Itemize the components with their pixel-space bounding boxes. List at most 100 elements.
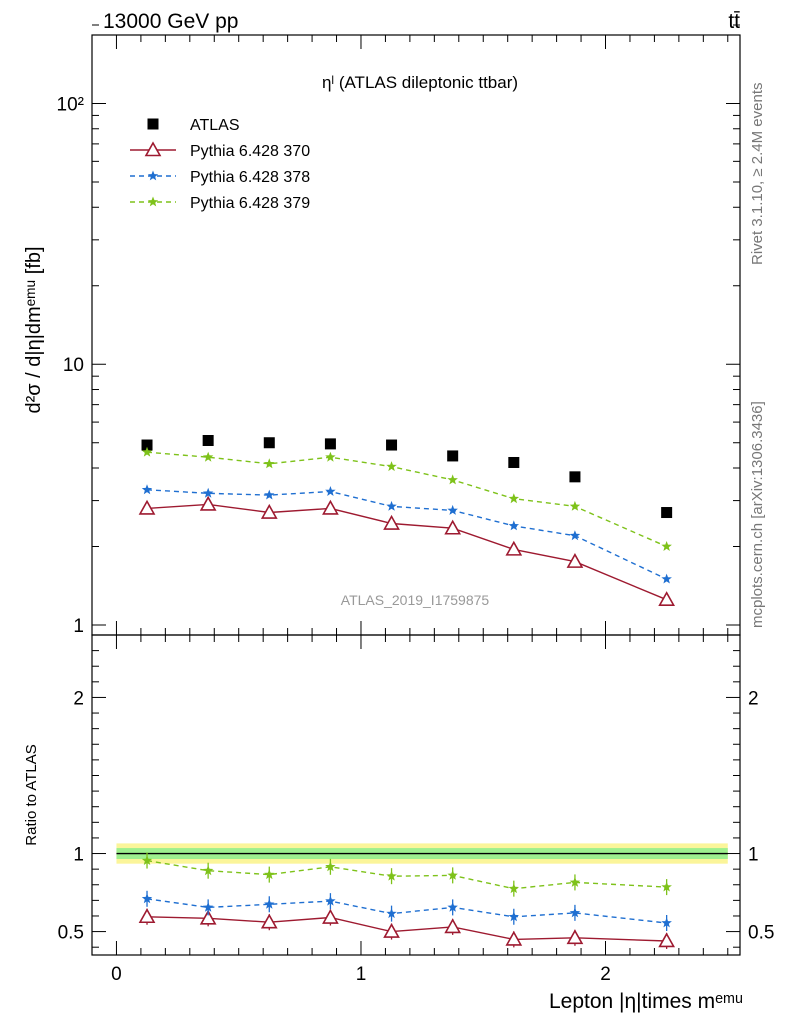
main-point-pythia-6-428-370 — [658, 591, 676, 607]
ratio-point-pythia-6-428-379 — [508, 883, 519, 894]
ratio-point-pythia-6-428-378 — [508, 911, 519, 922]
main-title: ηˡ (ATLAS dileptonic ttbar) — [322, 73, 518, 92]
ratio-plot-frame — [91, 634, 741, 956]
main-point-pythia-6-428-379 — [202, 451, 214, 462]
main-y-tick-label: 1 — [73, 616, 84, 637]
ratio-point-pythia-6-428-379 — [325, 861, 336, 872]
main-y-axis-label: d²σ / d|η|dmᵉᵐᵘ [fb] — [23, 246, 45, 413]
main-point-pythia-6-428-370 — [138, 499, 156, 515]
ratio-point-pythia-6-428-378 — [264, 898, 275, 909]
legend: ATLAS Pythia 6.428 370 Pythia 6.428 378 Pyt… — [130, 117, 310, 212]
main-point-pythia-6-428-378 — [264, 489, 275, 500]
ratio-point-pythia-6-428-378 — [141, 893, 153, 904]
main-point-pythia-6-428-370 — [260, 503, 278, 519]
ratio-point-pythia-6-428-379 — [386, 870, 397, 881]
main-point-atlas — [447, 450, 459, 462]
main-point-pythia-6-428-370 — [199, 495, 217, 511]
main-point-pythia-6-428-379 — [661, 541, 672, 551]
legend-marker-atlas — [147, 118, 159, 130]
ratio-point-pythia-6-428-378 — [202, 901, 214, 912]
ratio-point-pythia-6-428-370 — [566, 929, 584, 945]
legend-label-pythia-6-428-378: Pythia 6.428 378 — [190, 169, 310, 186]
ratio-plot-panel: Ratio to ATLAS Lepton |η|times mᵉᵐᵘ 0.5 0… — [23, 634, 774, 1013]
main-point-pythia-6-428-379 — [508, 493, 519, 504]
legend-label-pythia-6-428-379: Pythia 6.428 379 — [190, 195, 310, 212]
main-point-pythia-6-428-378 — [508, 520, 519, 531]
watermark: ATLAS_2019_I1759875 — [341, 592, 490, 608]
rivet-version-label: Rivet 3.1.10, ≥ 2.4M events — [749, 83, 766, 266]
x-tick-label: 2 — [600, 964, 611, 985]
ratio-point-pythia-6-428-370 — [260, 913, 278, 929]
ratio-point-pythia-6-428-378 — [447, 901, 458, 912]
ratio-point-pythia-6-428-379 — [447, 869, 458, 880]
ratio-line-pythia-6-428-370 — [146, 916, 667, 942]
main-point-pythia-6-428-378 — [447, 504, 458, 515]
ratio-y-tick-label-right: 0.5 — [748, 923, 774, 944]
ratio-point-pythia-6-428-370 — [658, 932, 676, 948]
ratio-point-pythia-6-428-370 — [322, 908, 339, 924]
main-point-pythia-6-428-379 — [325, 451, 336, 462]
main-y-tick-label: 10² — [57, 94, 84, 115]
main-plot-panel: ηˡ (ATLAS dileptonic ttbar) ATLAS_2019_I… — [23, 24, 741, 637]
ratio-y-tick-label: 0.5 — [58, 923, 84, 944]
x-axis-label: Lepton |η|times mᵉᵐᵘ — [549, 990, 743, 1013]
ratio-point-pythia-6-428-379 — [264, 869, 275, 880]
ratio-point-pythia-6-428-378 — [386, 908, 397, 919]
main-point-atlas — [202, 434, 214, 446]
main-line-pythia-6-428-379 — [146, 451, 667, 548]
main-point-atlas — [386, 439, 398, 451]
ratio-y-tick-label-right: 1 — [748, 845, 759, 866]
main-point-pythia-6-428-370 — [566, 552, 584, 568]
ratio-point-pythia-6-428-370 — [383, 922, 400, 938]
main-line-pythia-6-428-378 — [146, 489, 667, 580]
main-point-pythia-6-428-370 — [383, 514, 400, 530]
x-tick-label: 1 — [356, 964, 367, 985]
main-line-pythia-6-428-370 — [146, 503, 667, 601]
main-point-pythia-6-428-370 — [322, 499, 339, 515]
main-point-pythia-6-428-379 — [569, 500, 581, 511]
main-point-atlas — [324, 438, 336, 450]
ratio-point-pythia-6-428-378 — [569, 907, 581, 918]
main-point-pythia-6-428-379 — [141, 446, 153, 457]
ratio-point-pythia-6-428-370 — [138, 908, 156, 924]
main-point-atlas — [661, 507, 673, 519]
legend-marker-pythia-6-428-378 — [147, 170, 159, 181]
main-point-atlas — [141, 439, 153, 451]
ratio-point-pythia-6-428-378 — [661, 917, 672, 928]
main-point-pythia-6-428-378 — [202, 487, 214, 498]
ratio-point-pythia-6-428-370 — [199, 909, 217, 925]
main-point-pythia-6-428-378 — [325, 486, 336, 496]
ratio-y-tick-label: 2 — [73, 688, 84, 709]
main-point-atlas — [508, 456, 520, 468]
main-point-pythia-6-428-379 — [386, 461, 397, 472]
legend-marker-pythia-6-428-379 — [147, 196, 159, 207]
energy-label: 13000 GeV pp — [103, 10, 238, 33]
main-point-atlas — [263, 437, 275, 449]
ratio-y-tick-label: 1 — [73, 845, 84, 866]
legend-marker-pythia-6-428-370 — [144, 141, 162, 157]
ratio-point-pythia-6-428-379 — [141, 855, 153, 865]
ratio-line-pythia-6-428-379 — [146, 859, 667, 890]
mcplots-label: mcplots.cern.ch [arXiv:1306.3436] — [749, 401, 766, 628]
main-y-tick-label: 10 — [63, 355, 84, 376]
main-point-pythia-6-428-378 — [569, 530, 581, 541]
main-point-pythia-6-428-379 — [447, 474, 458, 485]
ratio-point-pythia-6-428-379 — [202, 865, 214, 876]
main-point-pythia-6-428-370 — [505, 540, 523, 556]
ratio-point-pythia-6-428-379 — [569, 876, 581, 887]
ratio-point-pythia-6-428-379 — [661, 881, 672, 892]
ratio-y-axis-label: Ratio to ATLAS — [23, 744, 40, 845]
main-point-pythia-6-428-379 — [264, 458, 275, 469]
main-point-pythia-6-428-378 — [661, 573, 672, 584]
main-point-pythia-6-428-370 — [444, 519, 462, 535]
main-point-pythia-6-428-378 — [141, 484, 153, 495]
ratio-point-pythia-6-428-378 — [325, 895, 336, 906]
x-tick-label: 0 — [111, 964, 122, 985]
legend-label-pythia-6-428-370: Pythia 6.428 370 — [190, 143, 310, 160]
process-label: tt̄ — [728, 10, 740, 33]
ratio-point-pythia-6-428-370 — [444, 918, 462, 934]
main-point-atlas — [569, 471, 581, 483]
ratio-point-pythia-6-428-370 — [505, 930, 523, 946]
main-point-pythia-6-428-378 — [386, 500, 397, 511]
